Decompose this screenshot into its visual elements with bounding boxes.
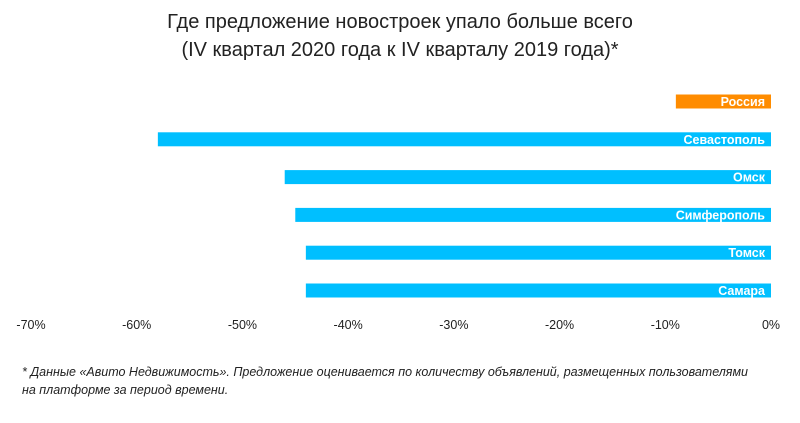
x-tick-label: -30% — [439, 318, 468, 332]
bar-city-4 — [305, 245, 771, 260]
bar-city-5 — [305, 283, 771, 298]
bar-label-city-3: Симферополь — [676, 208, 766, 222]
bar-label-russia: Россия — [721, 95, 765, 109]
x-tick-label: -10% — [651, 318, 680, 332]
bar-city-2 — [284, 170, 771, 185]
bar-chart: Россия Севастополь Омск Симферополь Томск Сам… — [16, 94, 780, 332]
chart-title-line-1: Где предложение новостроек упало больше … — [167, 11, 633, 33]
bar-label-city-5: Самара — [718, 284, 766, 298]
x-tick-label: -40% — [334, 318, 363, 332]
bar-label-city-1: Севастополь — [684, 133, 766, 147]
bar-russia — [675, 94, 771, 109]
x-tick-label: -20% — [545, 318, 574, 332]
footnote: * Данные «Авито Недвижимость». Предложен… — [22, 363, 782, 399]
footnote-line-2: на платформе за период времени. — [22, 383, 229, 397]
x-tick-label: -60% — [122, 318, 151, 332]
x-axis-ticks: -70% -60% -50% -40% -30% -20% -10% 0% — [16, 318, 780, 332]
chart-title: Где предложение новостроек упало больше … — [0, 8, 800, 64]
chart-title-line-2: (IV квартал 2020 года к IV кварталу 2019… — [181, 39, 619, 61]
footnote-line-1: * Данные «Авито Недвижимость». Предложен… — [22, 365, 748, 379]
bars-layer: Россия Севастополь Омск Симферополь Томск Сам… — [157, 94, 771, 298]
bar-label-city-2: Омск — [733, 171, 766, 185]
bar-label-city-4: Томск — [728, 246, 765, 260]
x-tick-label: -50% — [228, 318, 257, 332]
x-tick-label: 0% — [762, 318, 780, 332]
bar-city-3 — [295, 207, 771, 222]
bar-city-1 — [157, 132, 771, 147]
x-tick-label: -70% — [16, 318, 45, 332]
